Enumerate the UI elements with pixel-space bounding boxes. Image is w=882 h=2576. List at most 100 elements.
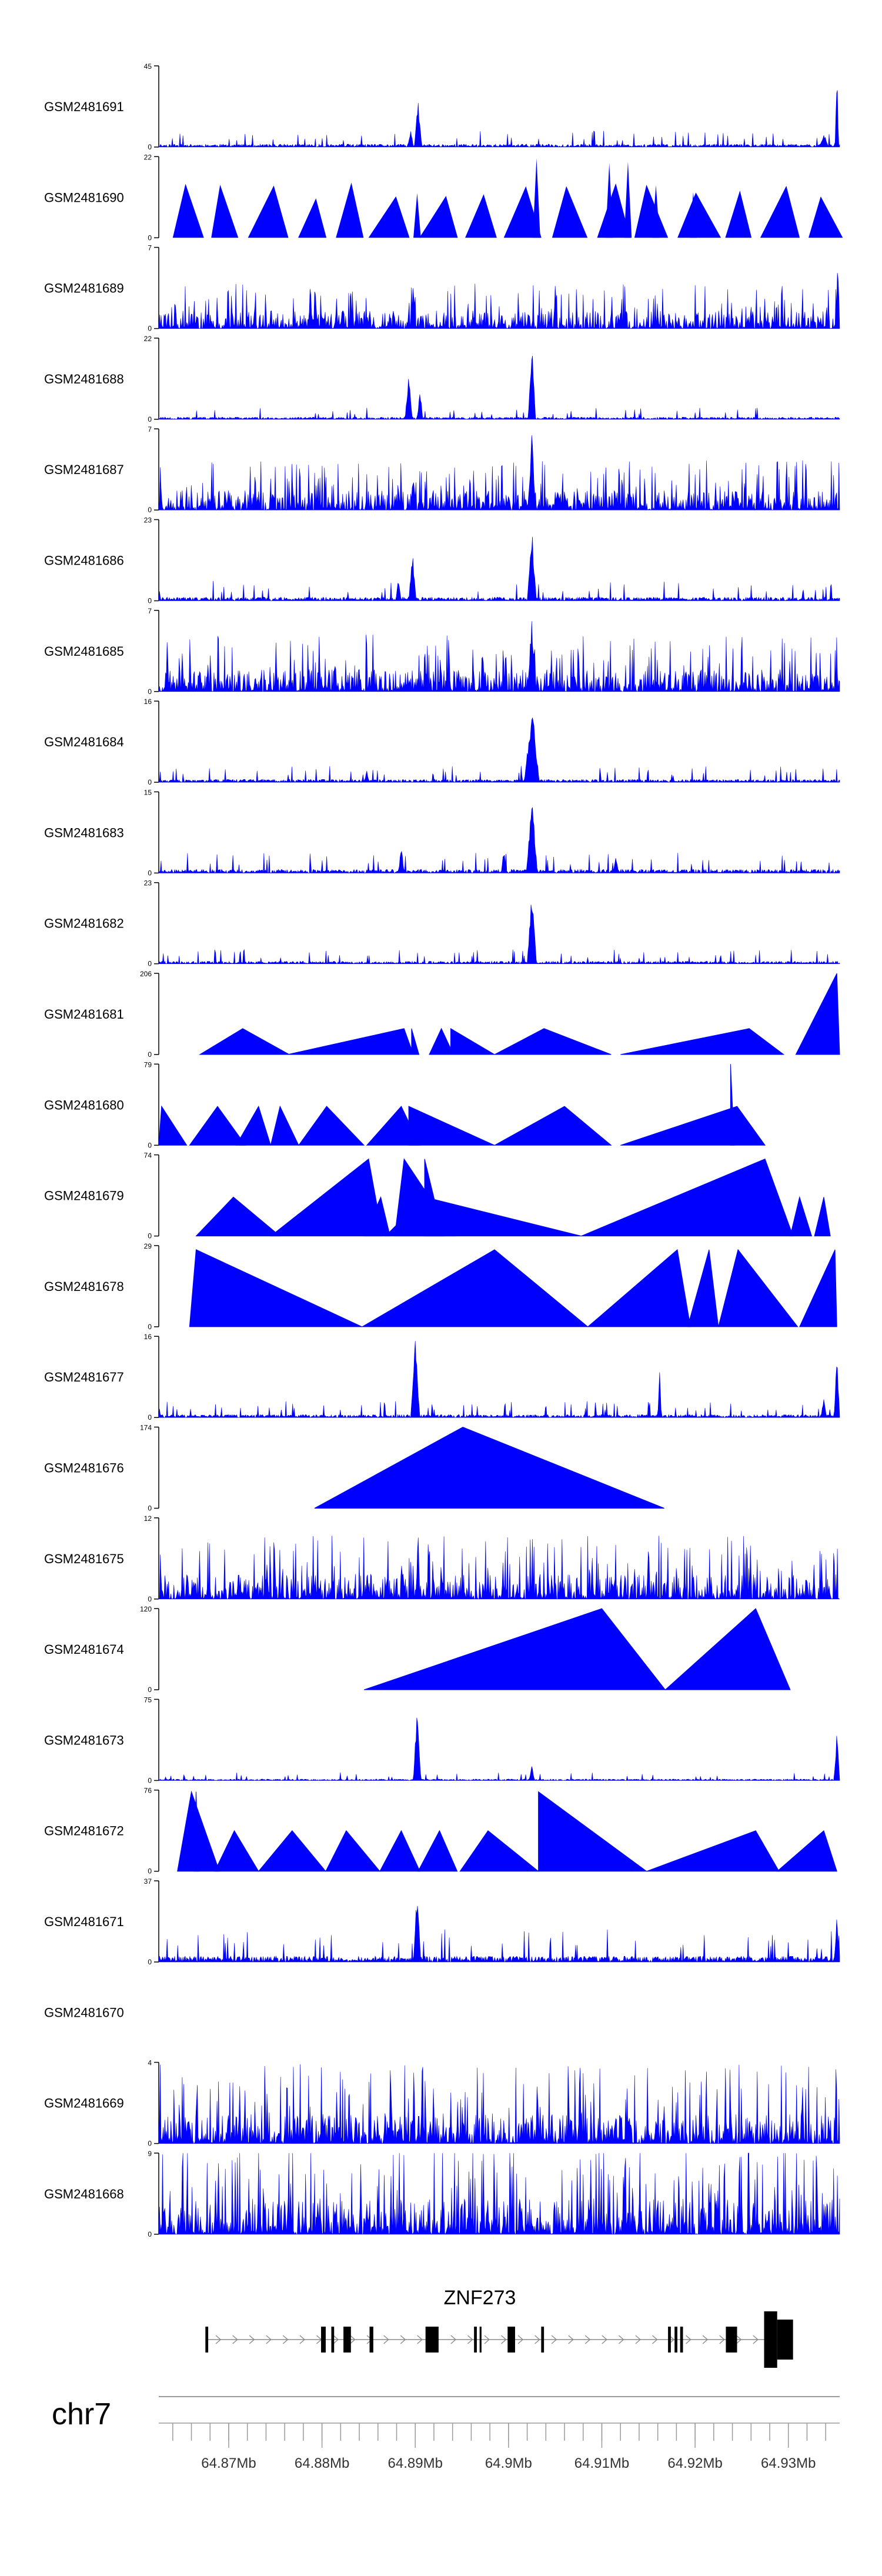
strand-arrow-icon (568, 2335, 574, 2344)
coverage-segment (189, 1106, 246, 1146)
coverage-area (158, 536, 840, 602)
exon (764, 2311, 777, 2368)
strand-arrow-icon (215, 2335, 222, 2344)
strand-arrow-icon (736, 2335, 742, 2344)
y-axis: 23 0 (144, 879, 159, 968)
exon (474, 2327, 477, 2353)
y-min-tick-label: 0 (148, 778, 152, 786)
y-max-tick-label: 120 (140, 1605, 152, 1613)
track-label: GSM2481669 (44, 2096, 124, 2111)
y-axis: 79 0 (144, 1060, 159, 1149)
coverage-area (158, 90, 840, 148)
strand-arrow-icon (450, 2335, 456, 2344)
coverage-peak (413, 193, 421, 238)
coverage-peak (689, 192, 697, 238)
strand-arrow-icon (400, 2335, 406, 2344)
exon (343, 2327, 351, 2353)
y-min-tick-label: 0 (148, 1595, 152, 1603)
strand-arrow-icon (618, 2335, 624, 2344)
strand-arrow-icon (249, 2335, 255, 2344)
y-max-tick-label: 7 (148, 425, 152, 433)
coverage-segment (493, 1106, 612, 1146)
coverage-area (158, 1717, 840, 1781)
track-GSM2481682: GSM2481682 23 0 (44, 879, 840, 968)
exon (321, 2327, 326, 2353)
y-axis: 22 0 (144, 335, 159, 423)
strand-arrow-icon (686, 2335, 691, 2344)
exon (668, 2327, 671, 2353)
y-max-tick-label: 9 (148, 2150, 152, 2158)
coverage-segment (336, 182, 364, 238)
track-label: GSM2481681 (44, 1007, 124, 1022)
y-min-tick-label: 0 (148, 2230, 152, 2238)
coverage-segment (687, 1249, 719, 1327)
coverage-segment (459, 1830, 540, 1872)
y-max-tick-label: 79 (144, 1060, 152, 1069)
coverage-segment (363, 1196, 391, 1237)
track-GSM2481688: GSM2481688 22 0 (44, 335, 840, 423)
y-max-tick-label: 29 (144, 1242, 152, 1250)
strand-arrow-icon (584, 2335, 591, 2344)
strand-arrow-icon (282, 2335, 289, 2344)
coverage-area (158, 2064, 840, 2144)
coverage-segment (189, 1249, 363, 1327)
y-axis: 70 (148, 425, 159, 514)
y-min-tick-label: 0 (148, 506, 152, 514)
axis-tick-label: 64.91Mb (574, 2455, 629, 2471)
y-max-tick-label: 37 (144, 1877, 152, 1886)
coverage-area (158, 807, 840, 874)
y-max-tick-label: 23 (144, 516, 152, 525)
coverage-segment (760, 186, 800, 238)
track-GSM2481691: GSM2481691 45 0 (44, 62, 840, 151)
y-axis: 40 (148, 2059, 159, 2148)
y-max-tick-label: 16 (144, 1333, 152, 1341)
strand-arrow-icon (635, 2335, 642, 2344)
coverage-segment (552, 186, 588, 238)
coverage-segment (411, 1028, 420, 1055)
track-GSM2481678: GSM2481678 29 0 (44, 1242, 837, 1331)
coverage-segment (790, 1196, 813, 1237)
track-GSM2481690: GSM2481690 22 0 (44, 153, 843, 242)
coverage-segment (158, 1105, 188, 1146)
coverage-area (158, 435, 840, 511)
coverage-segment (193, 1791, 199, 1872)
strand-arrow-icon (417, 2335, 423, 2344)
track-label: GSM2481672 (44, 1824, 124, 1838)
track-GSM2481675: GSM2481675 12 0 (44, 1514, 840, 1603)
track-GSM2481677: GSM2481677 16 0 (44, 1333, 840, 1422)
coverage-peak (652, 185, 660, 238)
coverage-segment (664, 1608, 791, 1690)
strand-arrow-icon (517, 2335, 524, 2344)
axis-tick-label: 64.87Mb (201, 2455, 256, 2471)
coverage-segment (298, 198, 327, 238)
y-max-tick-label: 7 (148, 244, 152, 252)
axis-tick-label: 64.88Mb (295, 2455, 349, 2471)
exon (680, 2327, 683, 2353)
coverage-segment (417, 1830, 458, 1872)
coverage-segment (429, 1027, 455, 1055)
y-max-tick-label: 15 (144, 788, 152, 796)
coverage-area (158, 1536, 840, 1600)
y-min-tick-label: 0 (148, 1776, 152, 1784)
coverage-segment (677, 192, 721, 238)
exon (369, 2327, 373, 2353)
axis-tick-label: 64.92Mb (667, 2455, 722, 2471)
coverage-segment (172, 183, 204, 238)
coverage-segment (214, 1830, 259, 1872)
y-max-tick-label: 12 (144, 1514, 152, 1523)
track-label: GSM2481676 (44, 1461, 124, 1476)
strand-arrow-icon (534, 2335, 540, 2344)
y-max-tick-label: 23 (144, 879, 152, 887)
coverage-area (158, 621, 840, 692)
y-max-tick-label: 206 (140, 970, 152, 978)
coverage-segment (799, 1249, 837, 1327)
track-label: GSM2481670 (44, 2005, 124, 2020)
coverage-segment (270, 1105, 299, 1146)
track-GSM2481670: GSM2481670 (44, 2005, 124, 2020)
axis-tick-label: 64.93Mb (761, 2455, 816, 2471)
y-axis: 22 0 (144, 153, 159, 242)
y-min-tick-label: 0 (148, 688, 152, 696)
